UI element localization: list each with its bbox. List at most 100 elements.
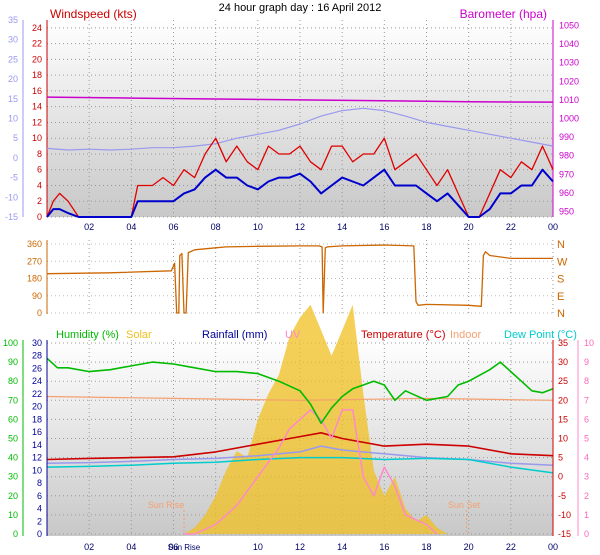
legend-entry: Dew Point (°C) <box>504 329 577 341</box>
uv-tick-label: 4 <box>584 453 589 463</box>
uv-tick-label: 2 <box>584 491 589 501</box>
compass-tick-label: W <box>557 256 568 268</box>
x-tick-label: 20 <box>464 542 474 552</box>
sunset-annotation: Sun Set <box>448 500 481 510</box>
outer-tick-label: 10 <box>8 114 18 124</box>
compass-tick-label: E <box>557 291 564 303</box>
rainfall-tick-label: 6 <box>37 491 42 501</box>
direction-tick-label: 180 <box>27 274 42 284</box>
legend-entry: Temperature (°C) <box>361 329 445 341</box>
uv-tick-label: 8 <box>584 376 589 386</box>
uv-tick-label: 7 <box>584 395 589 405</box>
x-tick-label: 16 <box>379 542 389 552</box>
temperature-tick-label: 15 <box>558 414 568 424</box>
temperature-tick-label: -15 <box>558 529 571 539</box>
direction-tick-label: 270 <box>27 256 42 266</box>
compass-tick-label: N <box>557 239 565 251</box>
outer-tick-label: 0 <box>13 153 18 163</box>
windspeed-tick-label: 12 <box>32 117 42 127</box>
humidity-tick-label: 20 <box>8 491 18 501</box>
humidity-line <box>46 357 554 425</box>
rainfall-tick-label: 12 <box>32 453 42 463</box>
x-tick-label: 10 <box>253 542 263 552</box>
barometer-tick-label: 960 <box>559 188 574 198</box>
windspeed-tick-label: 4 <box>37 180 42 190</box>
temperature-tick-label: 25 <box>558 376 568 386</box>
humidity-tick-label: 30 <box>8 472 18 482</box>
barometer-tick-label: 1010 <box>559 95 579 105</box>
barometer-tick-label: 980 <box>559 151 574 161</box>
uv-tick-label: 9 <box>584 357 589 367</box>
x-tick-label: 06 <box>168 542 178 552</box>
humidity-tick-label: 50 <box>8 434 18 444</box>
outer-tick-label: -5 <box>10 173 18 183</box>
solar-fill <box>184 304 448 534</box>
windspeed-tick-label: 22 <box>32 39 42 49</box>
rainfall-tick-label: 16 <box>32 427 42 437</box>
legend-entry: UV <box>285 329 301 341</box>
rainfall-tick-label: 4 <box>37 504 42 514</box>
direction-tick-label: 0 <box>37 308 42 318</box>
rainfall-tick-label: 28 <box>32 351 42 361</box>
x-tick-label: 12 <box>295 222 305 232</box>
barometer-line <box>46 96 554 103</box>
windspeed-tick-label: 16 <box>32 86 42 96</box>
temperature-tick-label: -5 <box>558 491 566 501</box>
x-tick-label: 12 <box>295 542 305 552</box>
temperature-tick-label: 35 <box>558 338 568 348</box>
x-tick-label: 00 <box>548 542 558 552</box>
x-tick-label: 10 <box>253 222 263 232</box>
barometer-label: Barometer (hpa) <box>460 7 547 21</box>
windspeed-tick-label: 10 <box>32 133 42 143</box>
climate-panel: Humidity (%) Solar Rainfall (mm) UV Temperat… <box>3 304 594 552</box>
rainfall-tick-label: 26 <box>32 363 42 373</box>
rainfall-tick-label: 22 <box>32 389 42 399</box>
sunrise-annotation: Sun Rise <box>148 500 185 510</box>
windspeed-tick-label: 20 <box>32 54 42 64</box>
average-windspeed-line <box>46 168 554 218</box>
x-tick-label: 04 <box>126 222 136 232</box>
uv-line <box>184 409 438 535</box>
uv-tick-label: 0 <box>584 529 589 539</box>
x-tick-label: 18 <box>421 222 431 232</box>
barometer-tick-label: 1030 <box>559 58 579 68</box>
barometer-tick-label: 990 <box>559 132 574 142</box>
x-tick-label: 02 <box>84 222 94 232</box>
humidity-tick-label: 0 <box>13 529 18 539</box>
barometer-tick-label: 1020 <box>559 76 579 86</box>
legend-entry: Humidity (%) <box>56 329 119 341</box>
dew-point-line <box>46 456 554 474</box>
humidity-tick-label: 100 <box>3 338 18 348</box>
rainfall-tick-label: 24 <box>32 376 42 386</box>
barometer-tick-label: 1000 <box>559 114 579 124</box>
direction-tick-label: 360 <box>27 239 42 249</box>
wind-plot-area <box>47 20 553 217</box>
x-tick-label: 02 <box>84 542 94 552</box>
climate-legend: Humidity (%) Solar Rainfall (mm) UV Temperat… <box>56 329 577 341</box>
uv-tick-label: 5 <box>584 434 589 444</box>
outer-tick-label: 30 <box>8 35 18 45</box>
uv-tick-label: 10 <box>584 338 594 348</box>
climate-series <box>46 357 554 535</box>
direction-series <box>46 244 553 314</box>
x-tick-label: 08 <box>211 222 221 232</box>
windspeed-tick-label: 6 <box>37 165 42 175</box>
windspeed-tick-label: 14 <box>32 102 42 112</box>
barometer-tick-label: 970 <box>559 169 574 179</box>
sunrise-tick-label: Sun Rise <box>168 543 201 552</box>
humidity-tick-label: 10 <box>8 510 18 520</box>
uv-tick-label: 3 <box>584 472 589 482</box>
x-tick-label: 04 <box>126 542 136 552</box>
humidity-tick-label: 60 <box>8 414 18 424</box>
humidity-tick-label: 70 <box>8 395 18 405</box>
wind-barometer-panel: Windspeed (kts) Barometer (hpa) 02 04 06 08… <box>5 7 579 232</box>
rainfall-tick-label: 10 <box>32 465 42 475</box>
x-tick-label: 22 <box>506 222 516 232</box>
rainfall-tick-label: 2 <box>37 516 42 526</box>
indoor-line <box>46 395 554 401</box>
wind-grid <box>47 20 554 218</box>
barometer-tick-label: 1050 <box>559 21 579 31</box>
